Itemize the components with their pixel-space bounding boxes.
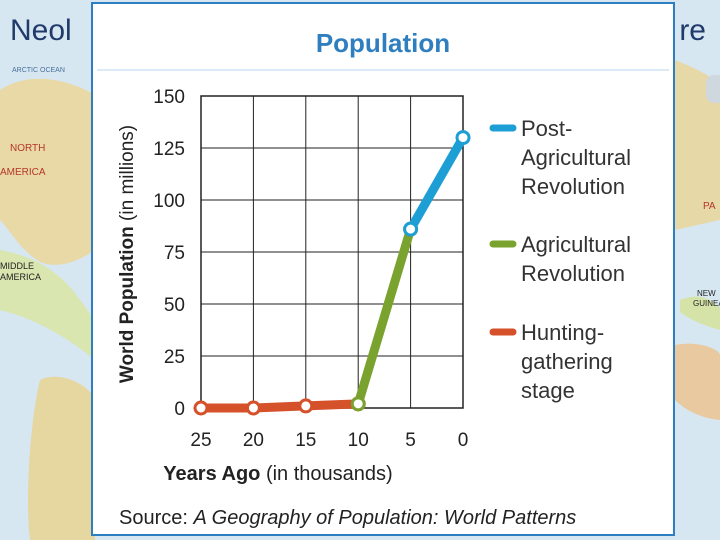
legend-label-post-agricultural-revolution: Post- Agricultural Revolution	[521, 116, 631, 199]
source-title: A Geography of Population: World Pattern…	[192, 507, 576, 529]
legend-line: Post-	[521, 116, 572, 141]
legend-line: stage	[521, 378, 575, 403]
x-axis-label-bold: Years Ago	[163, 463, 260, 485]
x-axis-label: Years Ago (in thousands)	[163, 463, 392, 485]
data-point-hunting-gathering-stage	[193, 400, 209, 416]
legend-label-hunting-gathering-stage: Hunting-gathering stage	[521, 320, 613, 403]
series-line-post-agricultural-revolution	[406, 133, 468, 234]
series-line-hunting-gathering-stage	[196, 399, 363, 413]
australia-landmass	[675, 343, 720, 420]
data-point-agricultural-revolution	[350, 396, 366, 412]
x-tick-label: 15	[295, 430, 316, 451]
y-tick-label: 75	[164, 243, 185, 264]
legend-line: gathering	[521, 349, 613, 374]
slide-title-left: Neol	[10, 14, 72, 47]
x-tick-label: 5	[405, 430, 416, 451]
data-point-hunting-gathering-stage	[298, 398, 314, 414]
map-label-new: NEW	[697, 289, 716, 298]
legend-line: Hunting-	[521, 320, 604, 345]
source-label: Source:	[119, 507, 193, 529]
y-axis-label-rest: (in millions)	[117, 125, 138, 226]
legend-label-agricultural-revolution: Agricultural Revolution	[521, 232, 631, 286]
y-tick-label: 100	[153, 191, 185, 212]
data-point-post-agricultural-revolution	[455, 130, 471, 146]
map-label-guinea: GUINEA	[693, 299, 720, 308]
data-point-post-agricultural-revolution	[403, 221, 419, 237]
map-label-middle: MIDDLE	[0, 261, 34, 271]
x-tick-label: 20	[243, 430, 264, 451]
y-axis-label: World Population (in millions)	[117, 125, 138, 383]
north-america-landmass	[0, 78, 95, 265]
new-guinea-landmass	[680, 296, 720, 330]
x-tick-label: 25	[190, 430, 211, 451]
y-tick-label: 25	[164, 347, 185, 368]
series-line-agricultural-revolution	[353, 224, 416, 409]
y-axis-label-bold: World Population	[117, 226, 138, 383]
asia-landmass	[675, 60, 720, 230]
map-label-north: NORTH	[10, 143, 45, 154]
y-tick-label: 0	[174, 399, 185, 420]
data-point-hunting-gathering-stage	[245, 400, 261, 416]
y-tick-label: 150	[153, 87, 185, 108]
side-nav-tab[interactable]	[706, 75, 720, 103]
x-axis-label-rest: (in thousands)	[260, 463, 392, 485]
legend-line: Revolution	[521, 261, 625, 286]
chart-title: Population	[316, 28, 450, 58]
middle-america-landmass	[0, 250, 95, 360]
chart-source: Source: A Geography of Population: World…	[119, 507, 576, 529]
map-label-america: AMERICA	[0, 167, 46, 178]
map-label-pa: PA	[703, 201, 716, 212]
south-america-landmass	[28, 376, 95, 540]
chart-panel: Population 25 20 15 10 5 0 0 25 50 75 100 125 150 Pos…	[91, 2, 675, 536]
x-tick-label: 0	[458, 430, 469, 451]
legend-line: Revolution	[521, 174, 625, 199]
map-label-middle-america: AMERICA	[0, 272, 41, 282]
population-chart: Population 25 20 15 10 5 00255075100125150Pos…	[97, 28, 669, 529]
slide-title-right: re	[679, 14, 706, 47]
legend-line: Agricultural	[521, 232, 631, 257]
y-tick-label: 125	[153, 139, 185, 160]
map-label-arctic: ARCTIC OCEAN	[12, 67, 65, 74]
x-tick-label: 10	[348, 430, 369, 451]
y-tick-label: 50	[164, 295, 185, 316]
legend-line: Agricultural	[521, 145, 631, 170]
